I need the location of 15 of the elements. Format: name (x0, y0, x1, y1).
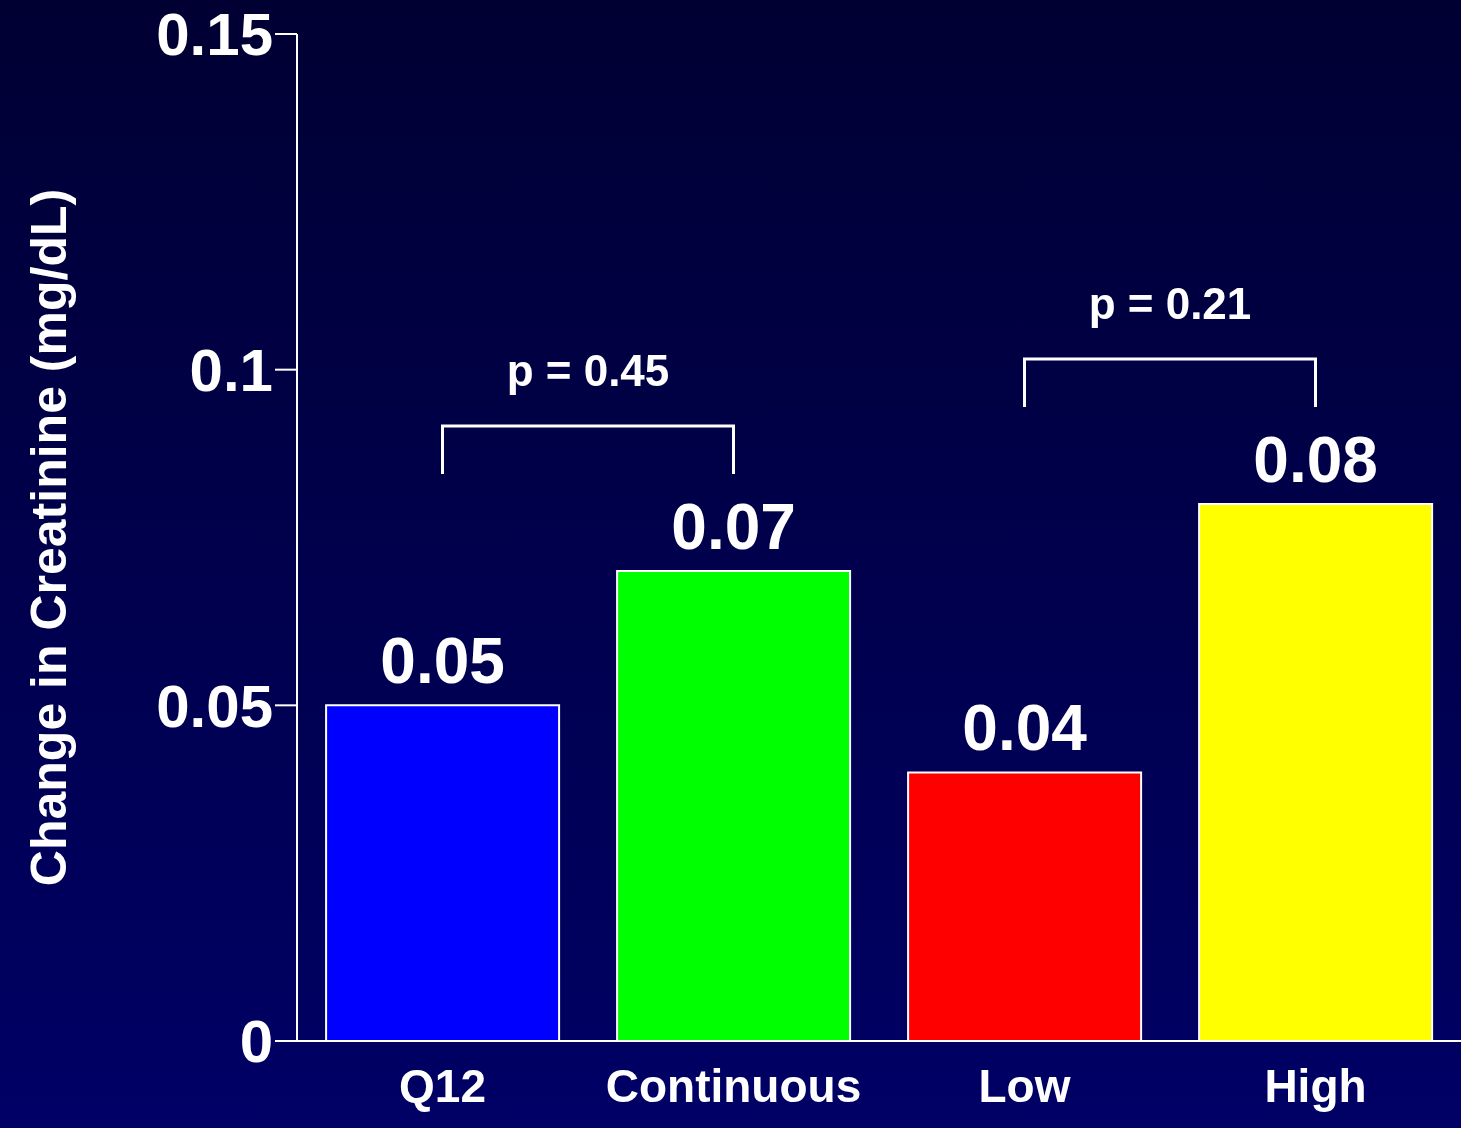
x-tick-label: High (1264, 1059, 1367, 1112)
y-tick-label: 0.15 (156, 1, 273, 69)
x-tick-label: Q12 (399, 1059, 486, 1112)
y-tick-label: 0.05 (156, 672, 273, 740)
y-tick-label: 0.1 (189, 336, 273, 404)
data-label: 0.08 (1253, 423, 1378, 496)
data-label: 0.05 (380, 625, 505, 698)
y-tick-label: 0 (239, 1008, 273, 1076)
x-tick-label: Continuous (605, 1059, 862, 1112)
data-label: 0.04 (962, 692, 1088, 765)
annotation: p = 0.21 (1088, 278, 1252, 328)
annotation: p = 0.45 (506, 346, 670, 396)
y-axis-title: Change in Creatinine (mg/dL) (21, 188, 77, 887)
data-label: 0.07 (671, 491, 796, 564)
x-tick-label: Low (978, 1059, 1071, 1112)
